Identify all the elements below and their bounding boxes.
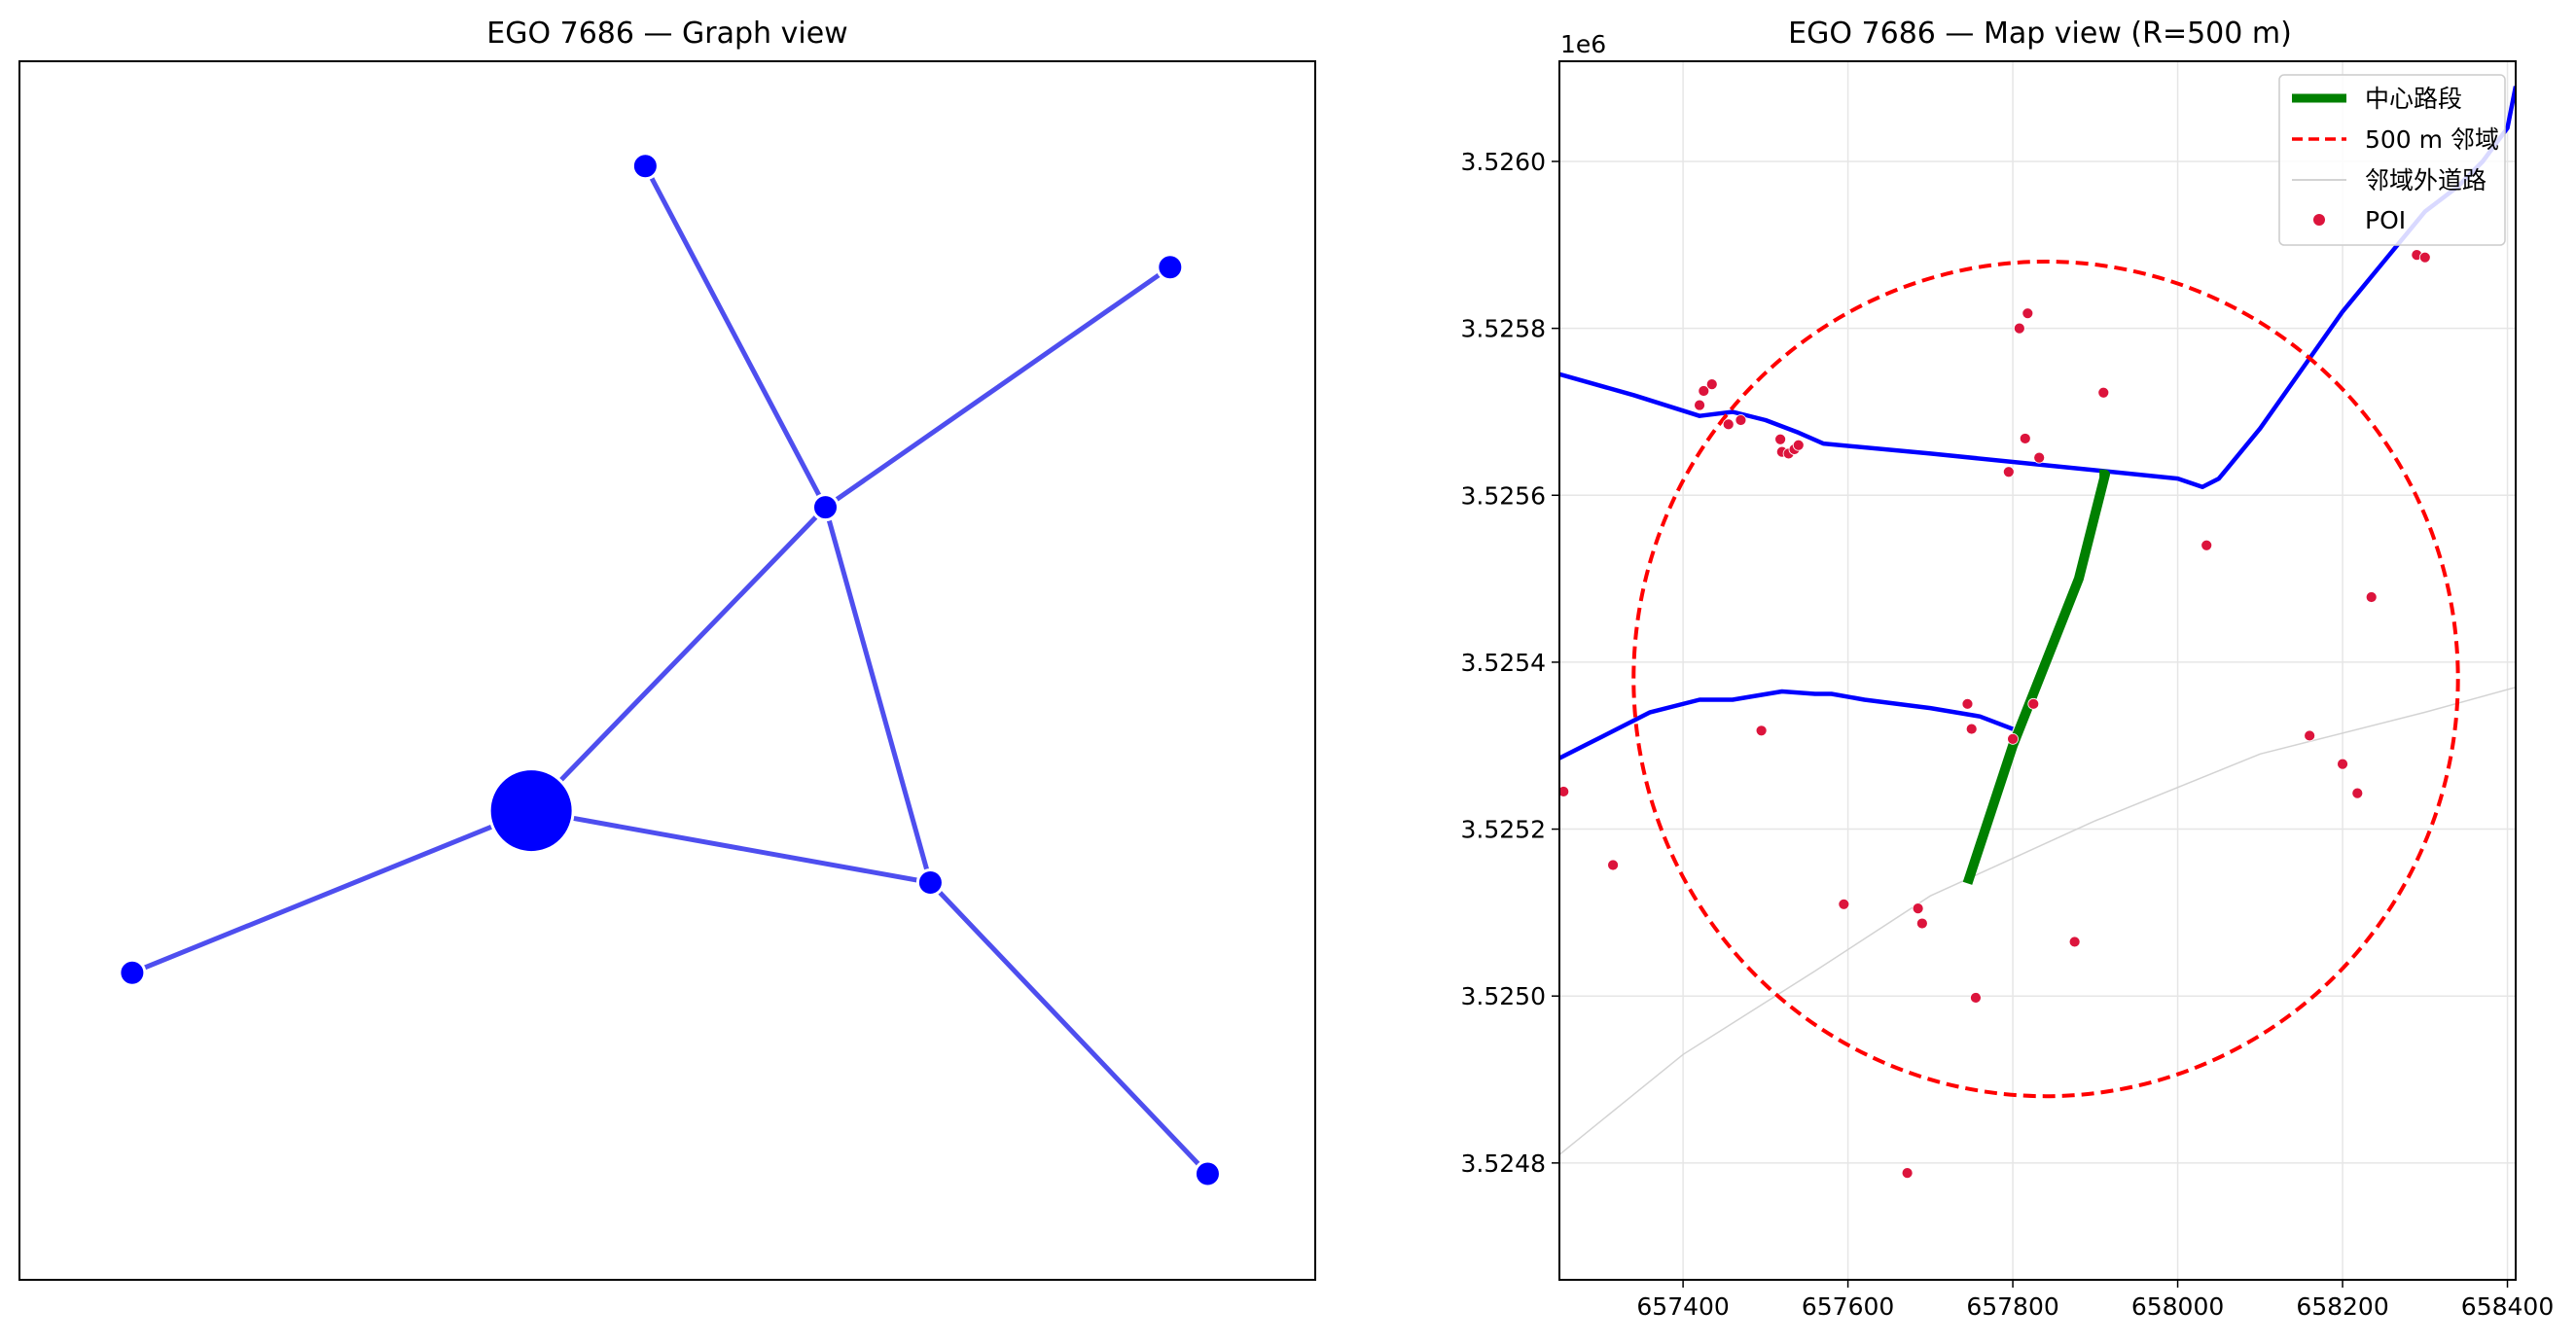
graph-node	[915, 868, 945, 898]
x-tick-label: 658000	[2131, 1292, 2224, 1321]
legend-poi-label: POI	[2365, 206, 2406, 234]
x-axis-ticks: 657400 657600 657800 658000 658200 658400	[1636, 1280, 2554, 1321]
x-tick-label: 658400	[2461, 1292, 2554, 1321]
x-tick-label: 657800	[1966, 1292, 2058, 1321]
map-panel: EGO 7686 — Map view (R=500 m) 1e6 657400…	[1461, 17, 2555, 1321]
graph-panel: EGO 7686 — Graph view	[18, 17, 1316, 1281]
legend-outside-road-label: 邻域外道路	[2365, 166, 2487, 195]
map-grid	[1559, 61, 2516, 1280]
poi-point	[2021, 307, 2034, 320]
x-tick-label: 657600	[1802, 1292, 1894, 1321]
graph-node	[118, 958, 147, 987]
poi-layer	[1559, 249, 2431, 1180]
poi-point	[2013, 322, 2025, 335]
y-tick-label: 3.5248	[1461, 1149, 1546, 1178]
poi-point	[1901, 1167, 1914, 1180]
graph-nodes	[118, 152, 1222, 1188]
poi-point	[1607, 859, 1619, 871]
poi-point	[1965, 723, 1978, 735]
graph-node	[1193, 1159, 1222, 1188]
map-legend: 中心路段 500 m 邻域 邻域外道路 POI	[2278, 74, 2506, 246]
outside-road	[1559, 686, 2516, 1155]
poi-point	[1698, 385, 1710, 397]
poi-point	[1792, 439, 1805, 451]
graph-edge	[530, 808, 931, 885]
y-tick-label: 3.5256	[1461, 481, 1546, 510]
poi-point	[1774, 433, 1787, 445]
buffer-circle	[1631, 259, 2460, 1099]
y-tick-label: 3.5252	[1461, 816, 1546, 844]
y-tick-label: 3.5258	[1461, 315, 1546, 343]
poi-point	[1722, 418, 1735, 431]
y-offset-label: 1e6	[1560, 30, 1606, 58]
graph-edges	[130, 164, 1210, 1176]
graph-edge	[643, 164, 828, 509]
poi-point	[1838, 898, 1850, 910]
map-frame	[1558, 60, 2517, 1281]
center-segment	[1962, 469, 2110, 885]
poi-point	[2068, 936, 2081, 948]
poi-point	[2365, 591, 2378, 603]
legend-buffer-label: 500 m 邻域	[2365, 125, 2499, 154]
poi-point	[2027, 697, 2040, 710]
y-axis-ticks: 3.5248 3.5250 3.5252 3.5254 3.5256 3.5258 3.52…	[1461, 148, 1559, 1178]
poi-point	[1970, 992, 1982, 1004]
poi-point	[2019, 433, 2031, 444]
center-segment-layer	[1962, 469, 2110, 885]
graph-node	[1156, 253, 1185, 282]
poi-point	[1705, 378, 1718, 391]
poi-point	[2304, 729, 2316, 742]
poi-point	[1912, 902, 1924, 914]
poi-point	[1915, 917, 1928, 930]
poi-point	[2007, 732, 2019, 745]
poi-point	[2002, 466, 2015, 478]
poi-point	[1961, 697, 1974, 710]
graph-edge	[928, 880, 1210, 1176]
poi-point	[1559, 786, 1570, 797]
graph-node	[811, 493, 841, 522]
graph-edge	[824, 265, 1172, 510]
poi-point	[2418, 251, 2431, 264]
graph-node	[630, 152, 660, 181]
graph-edge	[529, 505, 828, 813]
y-tick-label: 3.5250	[1461, 982, 1546, 1010]
poi-point	[2097, 386, 2110, 399]
graph-node	[487, 767, 575, 855]
y-tick-label: 3.5254	[1461, 649, 1546, 677]
y-tick-label: 3.5260	[1461, 148, 1546, 176]
poi-point	[2337, 758, 2348, 770]
graph-title: EGO 7686 — Graph view	[486, 17, 847, 51]
legend-center-segment-label: 中心路段	[2365, 85, 2462, 113]
neighbor-road	[1559, 689, 2014, 760]
poi-point	[2351, 787, 2364, 799]
x-tick-label: 657400	[1636, 1292, 1729, 1321]
outside-roads	[1559, 686, 2516, 1155]
poi-point	[1735, 414, 1747, 426]
legend-box	[2278, 74, 2506, 246]
poi-point	[1755, 725, 1768, 737]
legend-poi-swatch	[2313, 214, 2325, 226]
map-title: EGO 7686 — Map view (R=500 m)	[1788, 17, 2292, 51]
poi-point	[2033, 451, 2046, 464]
poi-point	[1694, 399, 1705, 411]
graph-edge	[823, 506, 933, 884]
buffer-circle-layer	[1631, 259, 2460, 1099]
poi-point	[2200, 539, 2213, 551]
graph-edge	[130, 808, 533, 975]
x-tick-label: 658200	[2296, 1292, 2388, 1321]
